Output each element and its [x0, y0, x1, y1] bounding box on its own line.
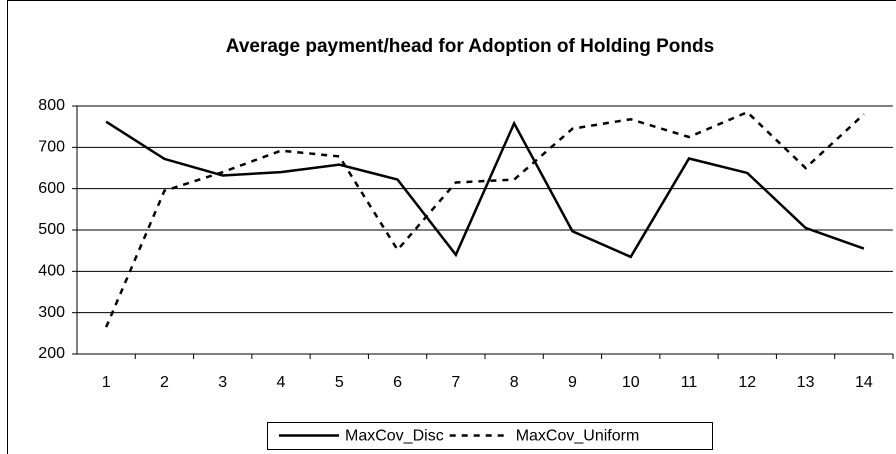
data-line: [104, 110, 865, 328]
x-tick-label: 7: [451, 374, 460, 391]
x-tick-label: 5: [335, 374, 344, 391]
data-line: [105, 120, 865, 259]
x-tick-label: 6: [393, 374, 402, 391]
y-tick-label: 700: [38, 139, 65, 156]
x-tick-label: 3: [218, 374, 227, 391]
chart-title: Average payment/head for Adoption of Hol…: [226, 36, 714, 57]
y-tick-label: 800: [38, 97, 65, 114]
y-tick-label: 600: [38, 180, 65, 197]
x-tick-label: 10: [622, 374, 640, 391]
x-tick-label: 11: [681, 374, 698, 391]
x-tick-label: 4: [277, 374, 286, 391]
y-tick-label: 200: [38, 345, 65, 362]
x-tick-label: 1: [102, 374, 111, 391]
y-tick-label: 500: [38, 221, 65, 238]
y-tick-label: 300: [38, 304, 65, 321]
x-tick-label: 12: [738, 374, 756, 391]
y-tick-label: 400: [38, 263, 65, 280]
legend-label: MaxCov_Uniform: [516, 428, 640, 445]
x-tick-label: 2: [160, 374, 169, 391]
x-tick-label: 8: [510, 374, 519, 391]
x-tick-label: 9: [568, 374, 577, 391]
x-tick-label: 13: [797, 374, 815, 391]
legend-label: MaxCov_Disc: [345, 428, 444, 445]
chart-border: [7, 0, 896, 454]
x-tick-label: 14: [855, 374, 873, 391]
